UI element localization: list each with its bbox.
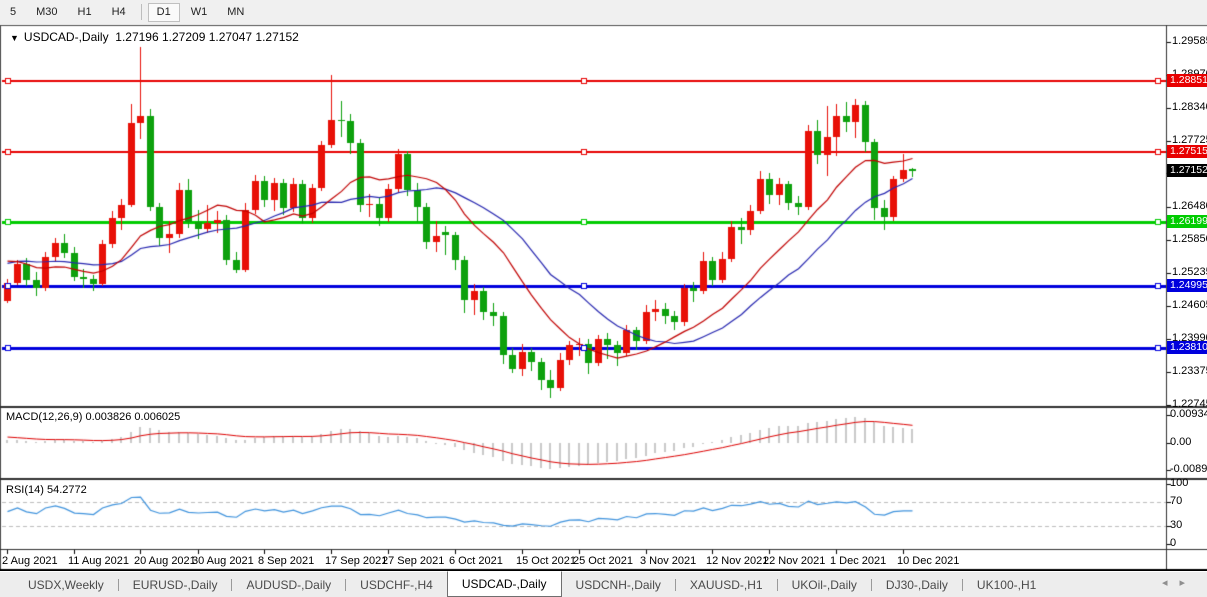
chart-title: ▼ USDCAD-,Daily 1.27196 1.27209 1.27047 1… [10, 30, 299, 44]
rsi-axis-tick: 70 [1170, 495, 1183, 507]
price-axis-tick: 1.23375 [1172, 364, 1207, 377]
date-axis-label: 8 Sep 2021 [258, 555, 315, 567]
chart-collapse-icon[interactable]: ▼ [10, 33, 19, 43]
chart-tab-UK100-H1[interactable]: UK100-,H1 [976, 577, 1037, 592]
timeframe-button-H4[interactable]: H4 [111, 5, 126, 18]
chart-tab-USDCNH-Daily[interactable]: USDCNH-,Daily [575, 577, 661, 592]
tab-scroll-arrows: ◂▸ [1162, 576, 1197, 589]
timeframe-button-MN[interactable]: MN [227, 5, 245, 18]
tab-separator [674, 578, 676, 591]
price-axis-tick: 1.27725 [1172, 133, 1207, 146]
price-line-badge: 1.27515 [1167, 144, 1207, 158]
tab-scroll-left-icon[interactable]: ◂ [1161, 577, 1180, 589]
date-axis-label: 12 Nov 2021 [706, 555, 769, 567]
chart-tab-AUDUSD-Daily[interactable]: AUDUSD-,Daily [246, 577, 332, 592]
date-axis-label: 11 Aug 2021 [68, 555, 129, 567]
price-line-badge: 1.26199 [1167, 214, 1207, 228]
chart-tab-USDCHF-H4[interactable]: USDCHF-,H4 [360, 577, 433, 592]
tab-separator [776, 578, 778, 591]
price-axis-tick: 1.25850 [1172, 233, 1207, 246]
rsi-axis-tick: 0 [1170, 537, 1177, 549]
chart-tab-DJ30-Daily[interactable]: DJ30-,Daily [885, 577, 948, 592]
chart-tab-USDX-Weekly[interactable]: USDX,Weekly [28, 577, 104, 592]
price-axis-tick: 1.24605 [1172, 299, 1207, 312]
timeframe-button-M30[interactable]: M30 [36, 5, 58, 18]
rsi-axis-tick: 30 [1170, 519, 1183, 531]
chart-tab-bar: USDX,Weekly EURUSD-,Daily AUDUSD-,Daily USD… [0, 571, 1207, 597]
price-axis-tick: 1.25235 [1172, 265, 1207, 278]
date-axis-label: 6 Oct 2021 [449, 555, 503, 567]
date-axis-label: 17 Sep 2021 [325, 555, 388, 567]
price-line-badge: 1.23810 [1167, 341, 1207, 355]
timeframe-button-5[interactable]: 5 [10, 5, 17, 18]
tab-separator [231, 578, 233, 591]
price-axis-tick: 1.28340 [1172, 101, 1207, 114]
date-axis-label: 2 Aug 2021 [2, 555, 58, 567]
macd-indicator-label: MACD(12,26,9) 0.003826 0.006025 [6, 411, 181, 423]
timeframe-toolbar: 5 M30 H1 H4 D1 W1 MN [0, 0, 1207, 25]
tab-scroll-right-icon[interactable]: ▸ [1179, 577, 1197, 589]
macd-axis-tick: 0.009345 [1170, 408, 1207, 420]
macd-axis-tick: 0.00 [1170, 436, 1192, 448]
macd-axis-tick: -0.00890 [1170, 463, 1207, 475]
price-line-badge: 1.24995 [1167, 278, 1207, 292]
chart-tab-UKOil-Daily[interactable]: UKOil-,Daily [791, 577, 857, 592]
timeframe-button-W1[interactable]: W1 [190, 5, 208, 18]
date-axis-label: 10 Dec 2021 [897, 555, 960, 567]
date-axis-label: 20 Aug 2021 [134, 555, 196, 567]
rsi-axis-tick: 100 [1170, 477, 1189, 489]
chart-tab-XAUUSD-H1[interactable]: XAUUSD-,H1 [689, 577, 763, 592]
timeframe-button-D1[interactable]: D1 [147, 2, 180, 22]
date-axis-label: 3 Nov 2021 [640, 555, 697, 567]
date-axis-label: 15 Oct 2021 [516, 555, 576, 567]
price-chart-canvas[interactable] [0, 0, 1207, 571]
date-axis-label: 30 Aug 2021 [192, 555, 254, 567]
tab-separator [117, 578, 119, 591]
timeframe-button-H1[interactable]: H1 [77, 5, 92, 18]
price-line-badge: 1.28851 [1167, 73, 1207, 87]
date-axis-label: 25 Oct 2021 [573, 555, 633, 567]
current-price-badge: 1.27152 [1167, 164, 1207, 178]
price-axis-tick: 1.29585 [1172, 35, 1207, 47]
price-axis-tick: 1.26480 [1172, 199, 1207, 212]
chart-ohlc-values: 1.27196 1.27209 1.27047 1.27152 [115, 30, 299, 44]
tab-separator [345, 578, 347, 591]
price-axis-tick: 1.22745 [1172, 398, 1207, 410]
tab-separator [961, 578, 963, 591]
rsi-indicator-label: RSI(14) 54.2772 [6, 484, 87, 496]
date-axis-label: 1 Dec 2021 [830, 555, 887, 567]
date-axis-label: 22 Nov 2021 [763, 555, 826, 567]
chart-symbol-period: USDCAD-,Daily [23, 30, 109, 44]
chart-tab-USDCAD-Daily[interactable]: USDCAD-,Daily [446, 571, 562, 597]
toolbar-separator [140, 4, 142, 20]
date-axis-label: 27 Sep 2021 [382, 555, 445, 567]
tab-separator [870, 578, 872, 591]
chart-tab-EURUSD-Daily[interactable]: EURUSD-,Daily [132, 577, 218, 592]
price-axis-tick: 1.23990 [1172, 331, 1207, 344]
